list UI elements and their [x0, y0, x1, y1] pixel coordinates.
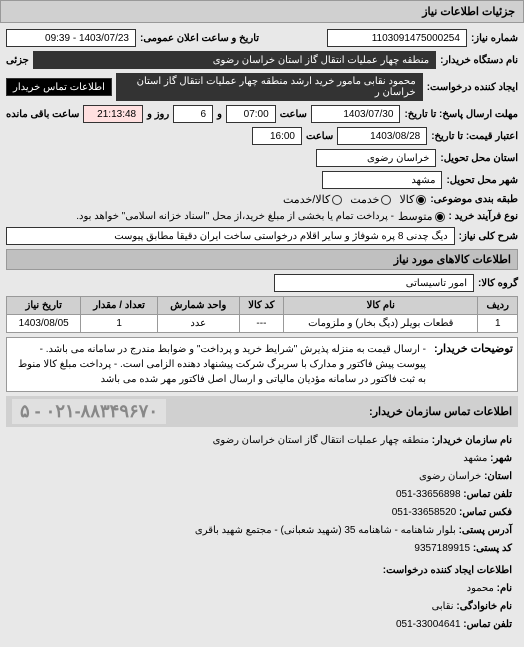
field-validity-date: 1403/08/28 [337, 127, 427, 145]
city-val: مشهد [463, 453, 487, 464]
cell-unit: عدد [157, 315, 239, 333]
cell-date: 1403/08/05 [7, 315, 81, 333]
cell-code: --- [239, 315, 283, 333]
radio-kala[interactable]: کالا [399, 193, 426, 206]
label-need-no: شماره نیاز: [471, 33, 518, 44]
label-city-deliver: شهر محل تحویل: [446, 175, 518, 186]
label-days2: روز و [147, 109, 169, 120]
label-announce: تاریخ و ساعت اعلان عمومی: [140, 33, 259, 44]
lname-val: نقابی [432, 601, 454, 612]
field-device: منطقه چهار عملیات انتقال گاز استان خراسا… [33, 51, 436, 69]
label-need-desc: شرح کلی نیاز: [459, 231, 518, 242]
field-province-deliver: خراسان رضوی [316, 149, 436, 167]
label-device: نام دستگاه خریدار: [440, 55, 518, 66]
radio-khedmat[interactable]: خدمت [350, 193, 391, 206]
buyer-note-label: توضیحات خریدار: [434, 342, 513, 387]
org-label: نام سازمان خریدار: [432, 435, 512, 446]
th-qty: تعداد / مقدار [81, 297, 157, 315]
province-val: خراسان رضوی [419, 471, 481, 482]
cell-idx: 1 [478, 315, 518, 333]
label-process: نوع فرآیند خرید : [449, 211, 518, 222]
budget-radio-group: کالا خدمت کالا/خدمت [283, 193, 426, 206]
section-goods-title: اطلاعات کالاهای مورد نیاز [6, 249, 518, 270]
cell-qty: 1 [81, 315, 157, 333]
field-group: امور تاسیساتی [274, 274, 474, 292]
phone-display: ۰۲۱-۸۸۳۴۹۶۷۰ - ۵ [12, 399, 166, 424]
tel-label: تلفن تماس: [463, 489, 512, 500]
buyer-note-box: توضیحات خریدار: - ارسال قیمت به منزله پذ… [6, 337, 518, 392]
label-validity: اعتبار قیمت: تا تاریخ: [431, 131, 518, 142]
field-deadline-time: 07:00 [226, 105, 276, 123]
org-info-block: نام سازمان خریدار: منطقه چهار عملیات انت… [6, 427, 518, 641]
cell-name: قطعات بویلر (دیگ بخار) و ملزومات [284, 315, 478, 333]
post-val: 9357189915 [414, 543, 470, 554]
contact-bar: اطلاعات تماس سازمان خریدار: ۰۲۱-۸۸۳۴۹۶۷۰… [6, 396, 518, 427]
label-creator: ایجاد کننده درخواست: [427, 82, 518, 93]
contact-buyer-button[interactable]: اطلاعات تماس خریدار [6, 78, 112, 96]
label-partial: جزئی [6, 55, 29, 66]
goods-table: ردیف نام کالا کد کالا واحد شمارش تعداد /… [6, 296, 518, 333]
process-note: - پرداخت تمام یا بخشی از مبلغ خرید،از مح… [76, 211, 394, 222]
contact-title: اطلاعات تماس سازمان خریدار: [369, 405, 512, 418]
label-and: و [217, 109, 222, 120]
name-label: نام: [497, 583, 512, 594]
field-remain: 21:13:48 [83, 105, 143, 123]
province-label: استان: [484, 471, 512, 482]
lname-label: نام خانوادگی: [456, 601, 512, 612]
post-label: کد پستی: [473, 543, 512, 554]
field-announce: 1403/07/23 - 09:39 [6, 29, 136, 47]
label-budget: طبقه بندی موضوعی: [430, 194, 518, 205]
label-deadline: مهلت ارسال پاسخ: تا تاریخ: [404, 109, 518, 120]
fax-val: 33658520-051 [392, 507, 457, 518]
name-val: محمود [467, 583, 494, 594]
field-deadline-date: 1403/07/30 [311, 105, 401, 123]
radio-both[interactable]: کالا/خدمت [283, 193, 342, 206]
th-date: تاریخ نیاز [7, 297, 81, 315]
field-city-deliver: مشهد [322, 171, 442, 189]
field-days: 6 [173, 105, 213, 123]
field-creator: محمود نقابی مامور خرید ارشد منطقه چهار ع… [116, 73, 423, 101]
city-label: شهر: [490, 453, 512, 464]
field-need-no: 1103091475000254 [327, 29, 467, 47]
th-name: نام کالا [284, 297, 478, 315]
label-remain: ساعت باقی مانده [6, 109, 79, 120]
form-area: شماره نیاز: 1103091475000254 تاریخ و ساع… [0, 23, 524, 647]
label-province-deliver: استان محل تحویل: [440, 153, 518, 164]
addr-label: آدرس پستی: [459, 525, 512, 536]
radio-medium[interactable]: متوسط [398, 210, 445, 223]
label-group: گروه کالا: [478, 278, 518, 289]
label-validity-time: ساعت [306, 131, 333, 142]
fax-label: فکس تماس: [459, 507, 512, 518]
th-code: کد کالا [239, 297, 283, 315]
th-unit: واحد شمارش [157, 297, 239, 315]
label-time: ساعت [280, 109, 307, 120]
tab-header: جزئیات اطلاعات نیاز [0, 0, 524, 23]
table-row: 1 قطعات بویلر (دیگ بخار) و ملزومات --- ع… [7, 315, 518, 333]
field-need-desc: دیگ چدنی 8 پره شوفاژ و سایر اقلام درخواس… [6, 227, 455, 245]
org-val: منطقه چهار عملیات انتقال گاز استان خراسا… [213, 435, 429, 446]
buyer-note-text: - ارسال قیمت به منزله پذیرش "شرایط خرید … [11, 342, 426, 387]
main-panel: جزئیات اطلاعات نیاز شماره نیاز: 11030914… [0, 0, 524, 647]
tel-val: 33656898-051 [396, 489, 461, 500]
ctel-val: 33004641-051 [396, 619, 461, 630]
th-row: ردیف [478, 297, 518, 315]
creator-info-title: اطلاعات ایجاد کننده درخواست: [12, 563, 512, 579]
ctel-label: تلفن تماس: [463, 619, 512, 630]
field-validity-time: 16:00 [252, 127, 302, 145]
addr-val: بلوار شاهنامه - شاهنامه 35 (شهید شعبانی)… [195, 525, 456, 536]
